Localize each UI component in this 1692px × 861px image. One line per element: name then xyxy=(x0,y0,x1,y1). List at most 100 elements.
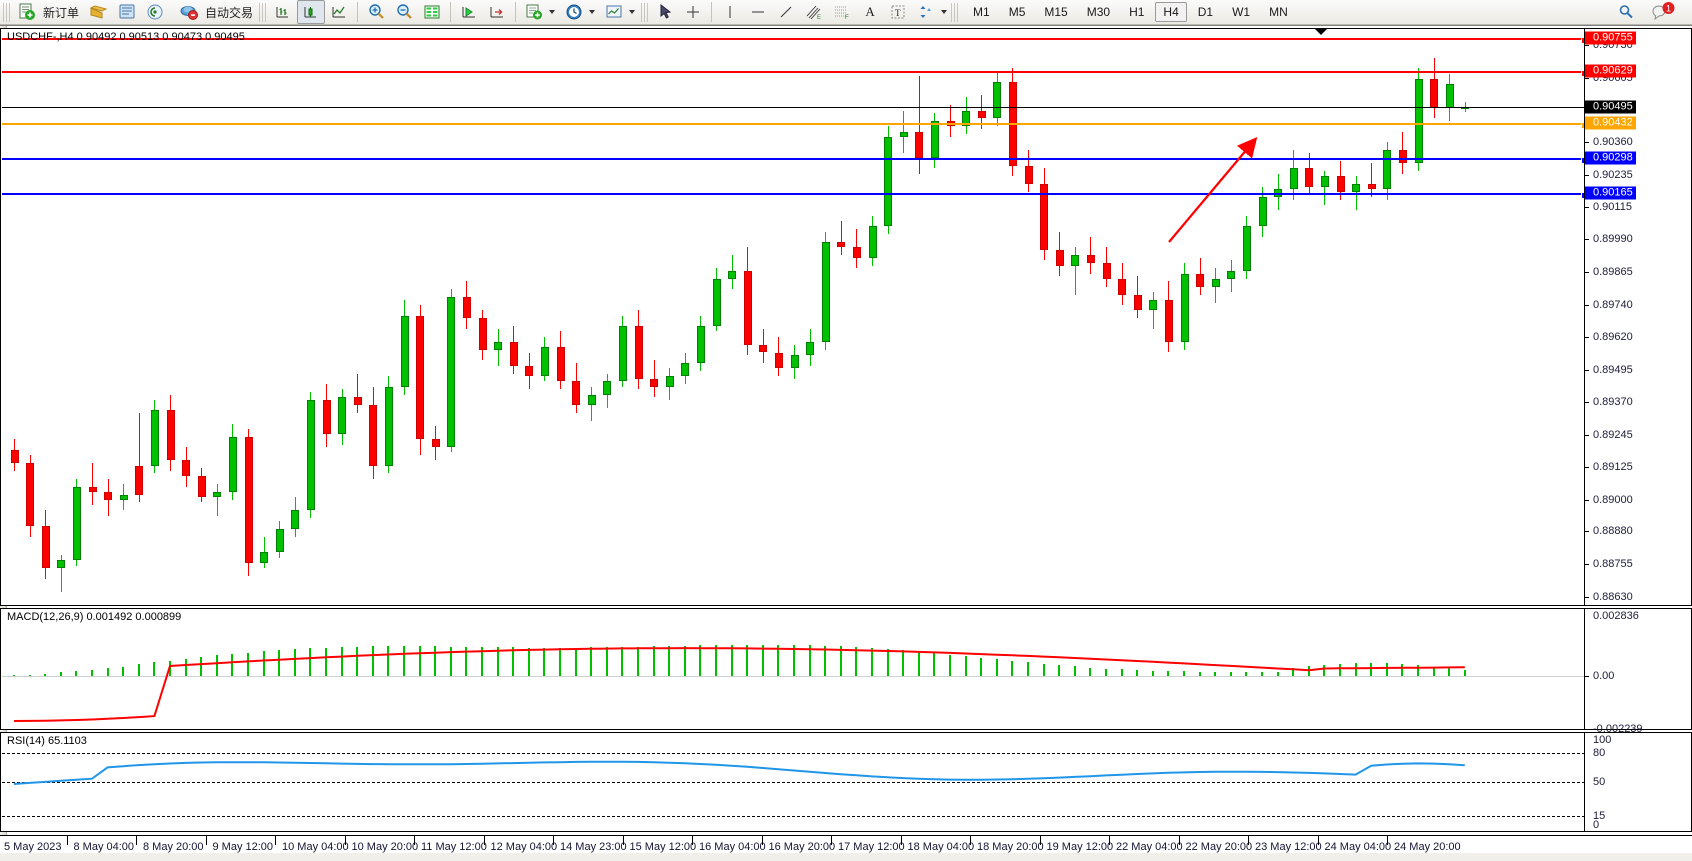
templates-button[interactable] xyxy=(600,0,636,24)
zoom-out-icon[interactable] xyxy=(390,0,418,24)
rsi-plot[interactable] xyxy=(2,733,1584,831)
time-axis-label: 5 May 2023 xyxy=(4,841,62,853)
equidistant-channel-icon[interactable]: E xyxy=(800,0,828,24)
price-plot[interactable] xyxy=(2,29,1584,605)
level-line-handle[interactable] xyxy=(1581,192,1584,200)
text-label-icon[interactable]: A xyxy=(865,4,875,19)
macd-plot[interactable] xyxy=(2,609,1584,729)
timeframe-d1[interactable]: D1 xyxy=(1197,5,1214,19)
macd-histogram-bar xyxy=(278,650,281,677)
time-axis-label: 14 May 23:00 xyxy=(560,841,627,853)
notification-bell-icon[interactable]: 1 xyxy=(1646,0,1680,24)
candlestick xyxy=(603,29,619,605)
market-watch-icon[interactable] xyxy=(113,0,141,24)
candle-body xyxy=(1133,294,1142,311)
toolbar-grip-2[interactable] xyxy=(259,2,267,22)
candlestick xyxy=(1086,29,1102,605)
line-chart-icon[interactable] xyxy=(325,0,353,24)
text-box-icon[interactable]: T xyxy=(884,0,912,24)
auto-trading-button[interactable]: 自动交易 xyxy=(175,0,253,24)
clock-icon[interactable] xyxy=(560,0,588,24)
macd-histogram-bar xyxy=(496,647,499,677)
candle-body xyxy=(462,297,471,319)
chart-shift-icon[interactable] xyxy=(483,0,511,24)
chart-area[interactable]: USDCHF-,H4 0.90492 0.90513 0.90473 0.904… xyxy=(0,25,1692,836)
rsi-axis[interactable]: 100 80 50 15 0 xyxy=(1585,733,1691,831)
price-level-line[interactable] xyxy=(2,157,1584,165)
timeframe-m1[interactable]: M1 xyxy=(973,5,990,19)
time-axis-separator xyxy=(275,836,276,845)
price-pane[interactable]: USDCHF-,H4 0.90492 0.90513 0.90473 0.904… xyxy=(0,28,1692,606)
macd-histogram-bar xyxy=(1339,663,1341,677)
price-level-line[interactable] xyxy=(2,106,1584,108)
macd-pane[interactable]: MACD(12,26,9) 0.001492 0.000899 0.002836… xyxy=(0,608,1692,735)
price-level-line[interactable] xyxy=(2,37,1584,45)
toolbar-separator-3 xyxy=(515,2,517,22)
price-tag[interactable]: 0.90165 xyxy=(1585,186,1636,200)
navigator-icon[interactable] xyxy=(141,0,169,24)
bar-chart-icon[interactable] xyxy=(269,0,297,24)
indicators-icon[interactable] xyxy=(520,0,548,24)
toolbar-grip[interactable] xyxy=(3,2,10,22)
templates-caret-icon[interactable] xyxy=(629,10,636,14)
fibonacci-retracement-icon[interactable]: F xyxy=(828,0,856,24)
templates-icon[interactable] xyxy=(600,0,628,24)
price-level-line[interactable] xyxy=(2,122,1584,130)
periods-button[interactable] xyxy=(560,0,596,24)
timeframe-m5[interactable]: M5 xyxy=(1008,5,1026,19)
indicators-caret-icon[interactable] xyxy=(549,10,556,14)
periods-caret-icon[interactable] xyxy=(589,10,596,14)
auto-trading-icon[interactable] xyxy=(175,0,203,24)
indicators-button[interactable] xyxy=(520,0,556,24)
price-level-line[interactable] xyxy=(2,70,1584,78)
candle-body xyxy=(852,247,861,258)
macd-histogram-bar xyxy=(512,647,515,677)
time-axis-label: 16 May 20:00 xyxy=(768,841,836,853)
toolbar-grip-3[interactable] xyxy=(641,2,649,22)
level-line-handle[interactable] xyxy=(1581,37,1584,45)
search-icon[interactable] xyxy=(1612,0,1640,24)
candlestick xyxy=(228,29,244,605)
price-tag[interactable]: 0.90495 xyxy=(1585,100,1636,114)
price-axis[interactable]: 0.907300.906050.904950.903600.902350.901… xyxy=(1585,29,1691,605)
price-tag[interactable]: 0.90432 xyxy=(1585,116,1636,130)
timeframe-m30[interactable]: M30 xyxy=(1086,5,1111,19)
timeframe-h1[interactable]: H1 xyxy=(1129,5,1145,19)
zoom-in-icon[interactable] xyxy=(362,0,390,24)
candlestick-chart-icon[interactable] xyxy=(297,0,326,24)
trendline-icon[interactable] xyxy=(772,0,800,24)
time-axis-label: 17 May 12:00 xyxy=(838,841,905,853)
folder-icon[interactable] xyxy=(85,0,113,24)
macd-axis[interactable]: 0.002836 0.00 -0.002239 xyxy=(1585,609,1691,735)
objects-icon[interactable] xyxy=(912,0,940,24)
timeframe-w1[interactable]: W1 xyxy=(1232,5,1251,19)
price-tag[interactable]: 0.90755 xyxy=(1585,31,1636,45)
new-order-icon[interactable] xyxy=(13,0,41,24)
new-order-button[interactable]: 新订单 xyxy=(13,0,79,24)
level-line-handle[interactable] xyxy=(1581,157,1584,165)
level-line-handle[interactable] xyxy=(1581,70,1584,78)
vertical-line-icon[interactable] xyxy=(716,0,744,24)
chart-scroll-marker[interactable] xyxy=(1315,29,1327,35)
candlestick xyxy=(1445,29,1461,605)
time-axis[interactable]: 5 May 2023 8 May 04:00 8 May 20:00 9 May 12… xyxy=(0,835,1692,861)
timeframe-m15[interactable]: M15 xyxy=(1044,5,1068,19)
price-tag[interactable]: 0.90298 xyxy=(1585,151,1636,165)
price-level-line[interactable] xyxy=(2,192,1584,200)
candlestick xyxy=(400,29,416,605)
candlestick xyxy=(930,29,946,605)
auto-scroll-icon[interactable] xyxy=(455,0,483,24)
cursor-icon[interactable] xyxy=(651,0,679,24)
timeframe-h4[interactable]: H4 xyxy=(1155,2,1187,22)
objects-caret-icon[interactable] xyxy=(941,10,948,14)
timeframe-mn[interactable]: MN xyxy=(1269,5,1288,19)
crosshair-icon[interactable] xyxy=(679,0,707,24)
rsi-pane[interactable]: RSI(14) 65.1103 100 80 50 15 0 xyxy=(0,732,1692,832)
price-tag[interactable]: 0.90629 xyxy=(1585,64,1636,78)
toolbar-grip-4[interactable] xyxy=(951,2,959,22)
data-window-icon[interactable] xyxy=(418,0,446,24)
level-line-handle[interactable] xyxy=(1581,122,1584,130)
macd-histogram-bar xyxy=(13,674,15,677)
horizontal-line-icon[interactable] xyxy=(744,0,772,24)
objects-button[interactable] xyxy=(912,0,948,24)
